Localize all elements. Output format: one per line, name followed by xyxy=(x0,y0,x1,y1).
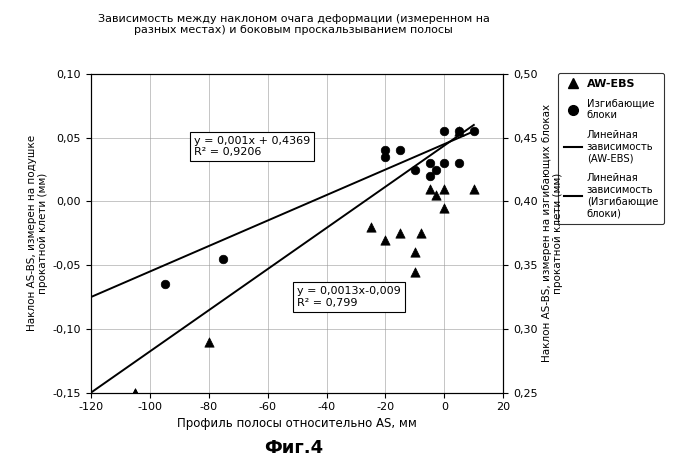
Text: Зависимость между наклоном очага деформации (измеренном на
разных местах) и боко: Зависимость между наклоном очага деформа… xyxy=(98,14,489,36)
Point xyxy=(454,128,465,135)
Point xyxy=(454,128,465,135)
Point xyxy=(129,389,140,396)
Point xyxy=(430,191,441,199)
Text: y = 0,001x + 0,4369
R² = 0,9206: y = 0,001x + 0,4369 R² = 0,9206 xyxy=(194,136,310,158)
Point xyxy=(439,185,450,192)
Point xyxy=(424,172,435,180)
Point xyxy=(218,255,229,262)
Point xyxy=(468,128,480,135)
Point xyxy=(415,230,426,237)
Point xyxy=(430,166,441,173)
Point xyxy=(439,204,450,212)
Point xyxy=(468,185,480,192)
Point xyxy=(380,153,391,160)
Point xyxy=(380,236,391,243)
Legend: AW-EBS, Изгибающие
блоки, Линейная
зависимость
(AW-EBS), Линейная
зависимость
(И: AW-EBS, Изгибающие блоки, Линейная завис… xyxy=(558,73,664,224)
Point xyxy=(424,185,435,192)
Y-axis label: Наклон AS-BS, измерен на подушке
прокатной клети (мм): Наклон AS-BS, измерен на подушке прокатн… xyxy=(27,135,48,331)
Point xyxy=(454,159,465,167)
Point xyxy=(410,166,421,173)
Text: Фиг.4: Фиг.4 xyxy=(264,439,323,457)
Point xyxy=(439,159,450,167)
Point xyxy=(394,147,405,154)
Text: y = 0,0013x-0,009
R² = 0,799: y = 0,0013x-0,009 R² = 0,799 xyxy=(297,286,401,308)
Point xyxy=(410,249,421,256)
Y-axis label: Наклон AS-BS, измерен на изгибающих блоках
прокатной клети (мм): Наклон AS-BS, измерен на изгибающих блок… xyxy=(542,104,563,362)
Point xyxy=(129,389,140,396)
Point xyxy=(159,280,170,288)
Point xyxy=(380,147,391,154)
Point xyxy=(439,128,450,135)
Point xyxy=(394,230,405,237)
X-axis label: Профиль полосы относительно AS, мм: Профиль полосы относительно AS, мм xyxy=(177,417,417,430)
Point xyxy=(203,338,215,346)
Point xyxy=(410,268,421,275)
Point xyxy=(424,159,435,167)
Point xyxy=(365,223,376,231)
